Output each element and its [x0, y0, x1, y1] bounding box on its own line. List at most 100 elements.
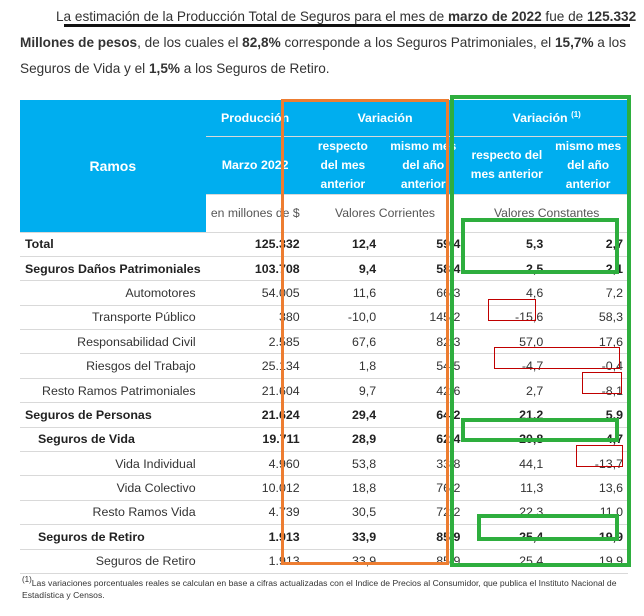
row-label: Responsabilidad Civil [20, 329, 206, 355]
table-row: Seguros Daños Patrimoniales 103.708 9,4 … [20, 256, 628, 282]
row-label: Seguros de Retiro [20, 549, 206, 574]
cell-produccion: 19.711 [205, 427, 305, 453]
cell-var-anio-const: 13,6 [548, 475, 628, 501]
intro-pct-retiro: 1,5% [148, 61, 180, 76]
table-row: Seguros de Retiro 1.913 33,9 85,9 25,4 1… [20, 524, 628, 550]
header-variacion-corrientes: Variación [304, 100, 466, 137]
intro-text: Seguros de Vida y el [20, 61, 149, 76]
header-produccion: Producción [205, 100, 305, 137]
table-row: Responsabilidad Civil 2.585 67,6 82,3 57… [20, 329, 628, 355]
table-row: Seguros de Retiro 1.913 33,9 85,9 25,4 1… [20, 549, 628, 574]
cell-var-anio-const: -0,4 [548, 353, 628, 379]
cell-var-anio-const: 17,6 [548, 329, 628, 355]
footnote-mark: (1) [22, 575, 32, 584]
intro-line-1: La estimación de la Producción Total de … [56, 4, 636, 29]
cell-produccion: 1.913 [205, 549, 305, 574]
intro-text: La estimación de la Producción Total de … [56, 9, 448, 24]
table-row: Transporte Público 380 -10,0 145,2 -15,6… [20, 305, 628, 331]
cell-var-mes: 18,8 [304, 475, 382, 501]
intro-pct-patrimoniales: 82,8% [242, 35, 281, 50]
table-row: Automotores 54.005 11,6 66,3 4,6 7,2 [20, 280, 628, 306]
header-anio-anterior: mismo mes del año anterior [381, 136, 466, 195]
cell-var-anio: 76,2 [381, 475, 466, 501]
header-variacion-label: Variación [512, 111, 568, 126]
cell-produccion: 380 [205, 305, 305, 331]
cell-var-anio-const: -13,7 [548, 451, 628, 477]
cell-var-mes-const: 4,6 [465, 280, 549, 306]
intro-period: marzo de 2022 [447, 9, 542, 24]
cell-var-anio-const: 58,3 [548, 305, 628, 331]
cell-var-mes-const: -4,7 [465, 353, 549, 379]
intro-total-value: 125.332 [587, 9, 637, 24]
cell-var-mes: 12,4 [304, 232, 382, 257]
row-label: Seguros de Personas [20, 402, 206, 428]
cell-var-mes: 28,9 [304, 427, 382, 453]
cell-var-anio-const: -8,1 [548, 378, 628, 404]
cell-var-mes: 9,7 [304, 378, 382, 404]
row-label: Seguros de Retiro [20, 524, 206, 550]
cell-var-anio: 82,3 [381, 329, 466, 355]
cell-produccion: 125.332 [205, 232, 305, 257]
cell-var-mes-const: 2,7 [465, 378, 549, 404]
cell-produccion: 10.012 [205, 475, 305, 501]
cell-var-mes: 33,9 [304, 549, 382, 574]
cell-var-anio: 145,2 [381, 305, 466, 331]
intro-text: corresponde a los Seguros Patrimoniales,… [280, 35, 555, 50]
header-anio-anterior-const: mismo mes del año anterior [548, 136, 628, 195]
table-row: Total 125.332 12,4 59,4 5,3 2,7 [20, 232, 628, 257]
row-label: Vida Individual [20, 451, 206, 477]
cell-var-anio: 72,2 [381, 500, 466, 526]
row-label: Resto Ramos Patrimoniales [20, 378, 206, 404]
table-row: Seguros de Personas 21.624 29,4 64,2 21,… [20, 402, 628, 428]
cell-var-anio: 85,9 [381, 549, 466, 574]
cell-var-mes-const: 44,1 [465, 451, 549, 477]
table-row: Vida Individual 4.960 53,8 33,8 44,1 -13… [20, 451, 628, 477]
cell-var-mes: 11,6 [304, 280, 382, 306]
cell-var-mes: 29,4 [304, 402, 382, 428]
cell-var-mes-const: -15,6 [465, 305, 549, 331]
table-row: Resto Ramos Vida 4.739 30,5 72,2 22,3 11… [20, 500, 628, 526]
table-row: Vida Colectivo 10.012 18,8 76,2 11,3 13,… [20, 475, 628, 501]
cell-var-anio-const: 2,1 [548, 256, 628, 282]
cell-produccion: 4.960 [205, 451, 305, 477]
row-label: Total [20, 232, 206, 257]
cell-var-anio-const: 19,9 [548, 549, 628, 574]
cell-var-anio: 59,4 [381, 232, 466, 257]
header-mes-anterior: respecto del mes anterior [304, 136, 382, 195]
intro-line-3: Seguros de Vida y el 1,5% a los Seguros … [20, 56, 330, 81]
row-label: Seguros de Vida [20, 427, 206, 453]
header-period: Marzo 2022 [205, 136, 305, 195]
cell-var-anio: 33,8 [381, 451, 466, 477]
footnote: (1)Las variaciones porcentuales reales s… [22, 574, 632, 601]
cell-var-mes-const: 25,4 [465, 524, 549, 550]
cell-var-anio: 62,4 [381, 427, 466, 453]
cell-var-mes-const: 21,2 [465, 402, 549, 428]
cell-produccion: 21.624 [205, 402, 305, 428]
cell-produccion: 2.585 [205, 329, 305, 355]
cell-var-mes-const: 25,4 [465, 549, 549, 574]
cell-produccion: 54.005 [205, 280, 305, 306]
cell-var-mes: 67,6 [304, 329, 382, 355]
cell-var-anio-const: 5,9 [548, 402, 628, 428]
cell-var-anio: 58,4 [381, 256, 466, 282]
cell-var-mes-const: 2,5 [465, 256, 549, 282]
cell-var-mes-const: 22,3 [465, 500, 549, 526]
intro-text: , de los cuales el [137, 35, 243, 50]
cell-var-anio: 66,3 [381, 280, 466, 306]
header-row-1: Ramos Producción Variación Variación (1) [20, 100, 628, 233]
cell-var-anio-const: 11,0 [548, 500, 628, 526]
header-variacion-constantes: Variación (1) [465, 100, 628, 137]
cell-var-anio: 64,2 [381, 402, 466, 428]
cell-var-mes: 33,9 [304, 524, 382, 550]
footnote-text: Las variaciones porcentuales reales se c… [22, 577, 617, 600]
cell-var-mes-const: 5,3 [465, 232, 549, 257]
header-row-3: en millones de $ Valores Corrientes Valo… [20, 194, 628, 233]
intro-underline [64, 24, 630, 27]
production-table: Ramos Producción Variación Variación (1)… [20, 100, 628, 574]
header-units: en millones de $ [205, 194, 305, 233]
cell-produccion: 4.739 [205, 500, 305, 526]
header-ramos: Ramos [20, 100, 206, 233]
cell-var-mes: 30,5 [304, 500, 382, 526]
row-label: Automotores [20, 280, 206, 306]
row-label: Riesgos del Trabajo [20, 353, 206, 379]
